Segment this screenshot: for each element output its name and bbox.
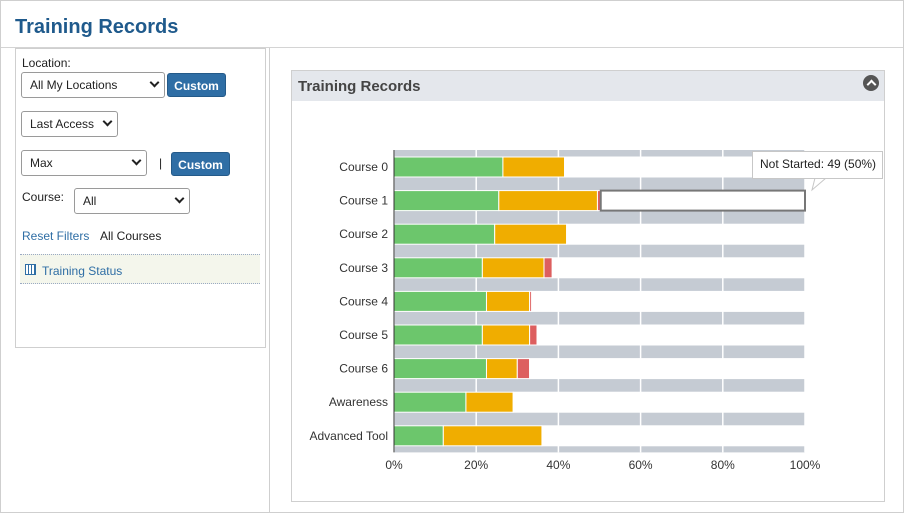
bar-overdue [543, 257, 553, 279]
bar-in-progress [481, 257, 545, 279]
bar-completed [393, 290, 487, 312]
x-tick-label: 0% [385, 458, 403, 472]
range-select[interactable]: Max [21, 150, 147, 176]
x-tick-label: 20% [464, 458, 488, 472]
x-tick-label: 40% [546, 458, 570, 472]
panel-title: Training Records [298, 78, 421, 95]
header-divider [1, 47, 903, 48]
sidebar-item-training-status[interactable]: Training Status [20, 254, 260, 284]
chart-tooltip: Not Started: 49 (50%) [752, 151, 883, 179]
bar-in-progress [481, 324, 531, 346]
range-custom-button[interactable]: Custom [171, 152, 230, 176]
bar-completed [393, 324, 483, 346]
category-label: Course 4 [339, 294, 388, 308]
bar-overdue [516, 358, 531, 380]
course-select[interactable]: All [74, 188, 190, 214]
bar-not-started [536, 324, 806, 346]
sidebar-item-label: Training Status [42, 264, 123, 278]
location-label: Location: [22, 56, 71, 70]
location-select[interactable]: All My Locations [21, 72, 165, 98]
category-label: Course 0 [339, 160, 388, 174]
category-label: Course 2 [339, 227, 388, 241]
course-select-value: All [83, 194, 97, 208]
location-custom-button[interactable]: Custom [167, 73, 226, 97]
grid-icon [25, 264, 36, 275]
chart-panel: Training Records [291, 70, 885, 502]
page-title: Training Records [15, 16, 179, 38]
category-label: Advanced Tool [309, 429, 388, 443]
bar-in-progress [498, 190, 598, 212]
x-tick-label: 80% [711, 458, 735, 472]
all-courses-label: All Courses [100, 229, 162, 243]
bar-in-progress [502, 156, 566, 178]
bar-completed [393, 391, 467, 413]
range-select-value: Max [30, 156, 53, 170]
x-tick-label: 100% [790, 458, 821, 472]
access-select-value: Last Access [30, 117, 95, 131]
category-label: Course 3 [339, 261, 388, 275]
category-label: Course 6 [339, 362, 388, 376]
bar-in-progress [485, 358, 518, 380]
course-label: Course: [22, 190, 65, 204]
category-label: Course 5 [339, 328, 388, 342]
bar-not-started [566, 223, 806, 245]
bar-in-progress [442, 425, 543, 447]
bar-not-started [512, 391, 806, 413]
bar-completed [393, 156, 504, 178]
bar-completed [393, 257, 483, 279]
bar-not-started [529, 358, 806, 380]
bar-completed [393, 190, 500, 212]
reset-filters-link[interactable]: Reset Filters [22, 229, 90, 243]
bar-not-started [599, 189, 806, 212]
collapse-icon[interactable] [863, 75, 879, 91]
separator: | [159, 156, 163, 170]
category-label: Course 1 [339, 194, 388, 208]
bar-not-started [531, 290, 806, 312]
tooltip-pointer [811, 177, 828, 192]
bar-completed [393, 425, 444, 447]
bar-in-progress [494, 223, 568, 245]
bar-not-started [551, 257, 806, 279]
panel-header: Training Records [292, 71, 884, 101]
bar-in-progress [485, 290, 531, 312]
x-tick-label: 60% [629, 458, 653, 472]
bar-completed [393, 358, 487, 380]
bar-overdue [529, 324, 538, 346]
bar-not-started [541, 425, 806, 447]
bar-completed [393, 223, 496, 245]
category-label: Awareness [329, 395, 388, 409]
access-select[interactable]: Last Access [21, 111, 118, 137]
location-select-value: All My Locations [30, 78, 118, 92]
bar-in-progress [465, 391, 514, 413]
